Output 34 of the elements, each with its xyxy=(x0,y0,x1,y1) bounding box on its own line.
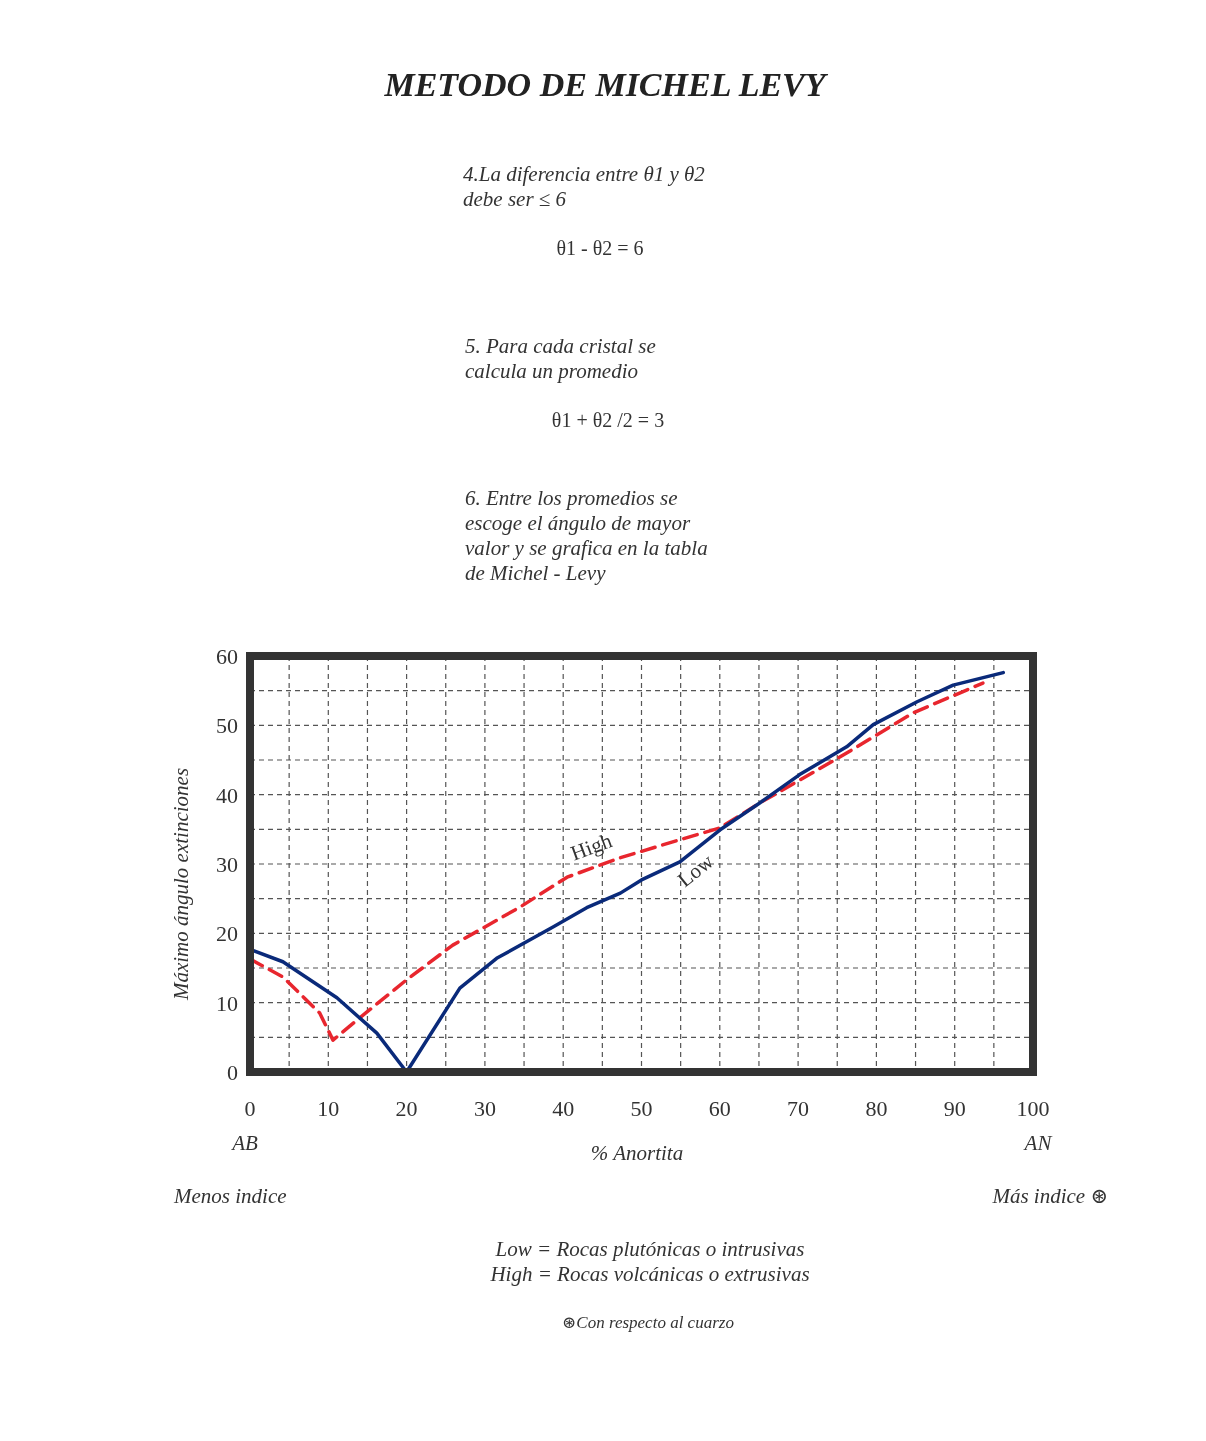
y-tick-label: 20 xyxy=(216,921,238,947)
text: 4.La diferencia entre θ1 y θ2 debe ser ≤ 6 xyxy=(463,162,706,211)
text: AN xyxy=(1022,1131,1053,1155)
y-tick-label: 50 xyxy=(216,713,238,739)
x-tick-label: 100 xyxy=(1016,1096,1050,1121)
x-tick-label: 80 xyxy=(865,1096,888,1121)
y-tick-label: 30 xyxy=(216,852,238,877)
y-tick-label: 60 xyxy=(216,644,238,669)
x-tick-label: 50 xyxy=(630,1096,653,1121)
text: Menos indice xyxy=(173,1184,287,1208)
x-tick-label: 30 xyxy=(473,1096,496,1121)
x-tick-label: 90 xyxy=(943,1096,966,1121)
text: High xyxy=(567,828,616,866)
text: Low = Rocas plutónicas o intrusivas High = Rocas volcánicas o extrusivas xyxy=(489,1237,810,1286)
y-tick-label: 40 xyxy=(216,782,238,808)
x-tick-label: 0 xyxy=(244,1096,256,1121)
x-axis-title: % Anortita xyxy=(590,1141,684,1165)
text: ⊛Con respecto al cuarzo xyxy=(562,1313,734,1332)
text: Low xyxy=(672,848,719,892)
x-tick-label: 70 xyxy=(787,1096,810,1121)
text: θ1 + θ2 /2 = 3 xyxy=(551,409,665,431)
y-tick-label: 10 xyxy=(216,990,238,1016)
text: θ1 - θ2 = 6 xyxy=(556,237,644,259)
text: AB xyxy=(230,1131,258,1155)
text: 5. Para cada cristal se calcula un promedio xyxy=(465,334,656,383)
x-tick-label: 20 xyxy=(395,1096,418,1121)
chart-title: METODO DE MICHEL LEVY xyxy=(383,66,829,103)
text: Más indice ⊛ xyxy=(991,1184,1108,1208)
y-axis-title: Máximo ángulo extinciones xyxy=(169,767,193,1002)
x-tick-label: 40 xyxy=(552,1096,575,1121)
x-tick-label: 60 xyxy=(708,1096,731,1121)
y-tick-label: 0 xyxy=(227,1060,238,1085)
x-tick-label: 10 xyxy=(317,1096,340,1121)
text: 6. Entre los promedios se escoge el ángulo de mayor valor y se grafica en la tabla de Michel - Levy xyxy=(465,486,708,585)
